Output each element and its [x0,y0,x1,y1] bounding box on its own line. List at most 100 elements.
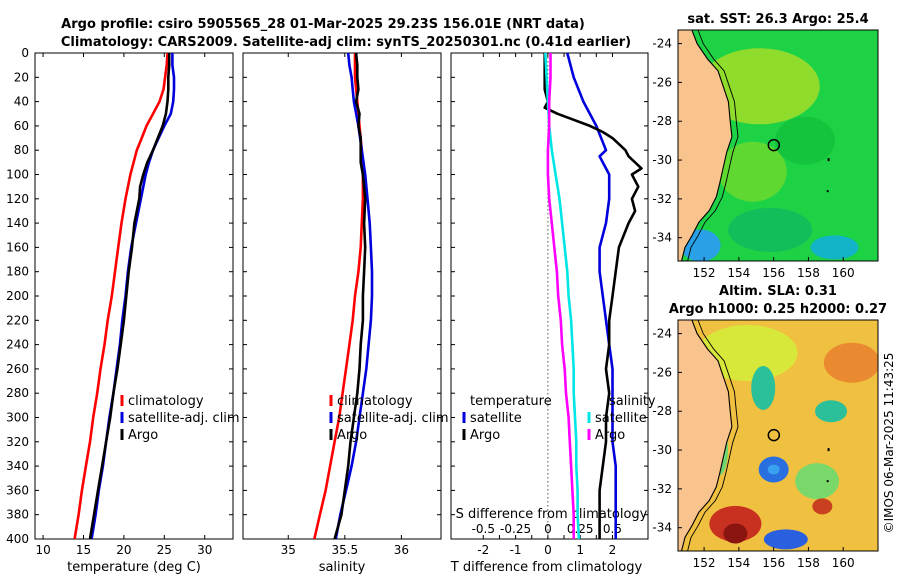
y-tick-label: 220 [6,313,29,327]
y-tick-label: 380 [6,508,29,522]
legend-label: satellite [595,411,647,426]
x-tick-label: 152 [693,266,716,280]
legend-label: climatology [128,394,204,409]
sla-low-patch [751,365,776,410]
s-tick-label: 0.25 [567,522,594,536]
y-tick-label: 300 [6,411,29,425]
map-frame [677,319,879,552]
y-tick-label: 360 [6,483,29,497]
legend-label: Argo [470,428,500,443]
x-tick-label: 154 [727,266,750,280]
sst-warm-patch [718,141,787,202]
sla-high-patch [823,342,878,383]
legend-label: climatology [337,394,413,409]
sst-map-panel: sat. SST: 26.3 Argo: 25.4 152 154 156 158 160… [652,12,879,280]
y-tick-label: -30 [652,443,672,457]
x-tick-label: 30 [197,543,212,557]
y-tick-label: -32 [652,192,672,206]
x-tick-label: 35.5 [331,543,358,557]
sla-patch [795,463,840,500]
y-tick-label: -24 [652,327,672,341]
x-tick-label: -2 [477,543,489,557]
y-tick-label: -28 [652,404,672,418]
x-tick-label: 158 [797,556,820,570]
s-axis-title: S difference from climatology [456,507,648,522]
x-tick-label: 25 [157,543,172,557]
y-tick-label: 60 [14,119,29,133]
legend-title-salinity: salinity [609,394,656,409]
x-tick-label: 1 [576,543,584,557]
y-tick-label: 320 [6,435,29,449]
y-tick-label: -32 [652,482,672,496]
coastline [680,30,733,261]
island-marker [827,448,830,452]
y-tick-label: 340 [6,459,29,473]
y-tick-label: 240 [6,338,29,352]
axes-frame [242,52,442,540]
difference-panel: -2 -1 0 1 2 T difference from climatology S di… [450,52,656,575]
s-tick-label: -0.5 [472,522,495,536]
sla-high-core [723,523,748,544]
shelf-contour [687,30,739,261]
legend-label: satellite-adj. clim [128,411,240,426]
shelf-contour [687,320,739,551]
sst-cool-patch [774,116,835,165]
series-line-argo [88,53,171,540]
land-mass [678,30,732,261]
y-tick-label: -28 [652,114,672,128]
sla-map-title-line1: Altim. SLA: 0.31 [719,284,837,299]
sla-patch [697,325,798,381]
coastline [680,320,733,551]
y-tick-label: -34 [652,231,672,245]
x-tick-label: 10 [35,543,50,557]
x-tick-label: 35 [281,543,296,557]
y-tick-label: 100 [6,168,29,182]
x-tick-label: 154 [727,556,750,570]
y-tick-label: -34 [652,521,672,535]
legend-label: Argo [337,428,367,443]
y-tick-label: -24 [652,37,672,51]
sla-high-patch [812,498,833,515]
x-tick-label: 2 [609,543,617,557]
series-line-s-argo [546,53,576,539]
sst-warm-patch [699,48,820,125]
series-line-t-argo [543,53,643,539]
y-tick-label: 40 [14,95,29,109]
y-tick-label: 80 [14,143,29,157]
y-tick-label: 20 [14,70,29,84]
legend-label: satellite-adj. clim [337,411,449,426]
temperature-panel: 0 20 40 60 80 100 120 140 160 180 200 220 240 260 280 3… [6,46,240,575]
figure-title-line2: Climatology: CARS2009. Satellite-adj cli… [61,35,631,50]
series-line-climatology [313,53,365,540]
series-line-satellite-adj--clim [334,52,374,540]
y-tick-label: 180 [6,265,29,279]
x-tick-label: 20 [116,543,131,557]
island-marker [826,480,829,483]
y-tick-label: 280 [6,386,29,400]
x-tick-label: -1 [510,543,522,557]
s-tick-label: -0.25 [500,522,531,536]
x-tick-label: 158 [797,266,820,280]
float-position-marker [767,138,781,152]
sla-low-core [767,464,780,475]
island-marker [827,158,830,162]
imos-watermark: ©IMOS 06-Mar-2025 11:43:25 [882,353,896,534]
y-tick-label: 400 [6,532,29,546]
sst-map-title: sat. SST: 26.3 Argo: 25.4 [687,12,868,27]
y-tick-label: -26 [652,365,672,379]
map-frame [677,29,879,262]
axes-frame [34,52,234,540]
y-tick-label: 200 [6,289,29,303]
x-tick-label: 15 [76,543,91,557]
figure-title-line1: Argo profile: csiro 5905565_28 01-Mar-20… [61,17,585,32]
map-body [678,30,878,261]
legend-label: Argo [595,428,625,443]
x-tick-label: 36 [394,543,409,557]
series-line-t-satellite [566,52,618,539]
y-tick-label: 120 [6,192,29,206]
series-line-climatology [73,52,169,540]
s-tick-label: 0 [544,522,552,536]
y-tick-label: 260 [6,362,29,376]
y-tick-label: 160 [6,240,29,254]
